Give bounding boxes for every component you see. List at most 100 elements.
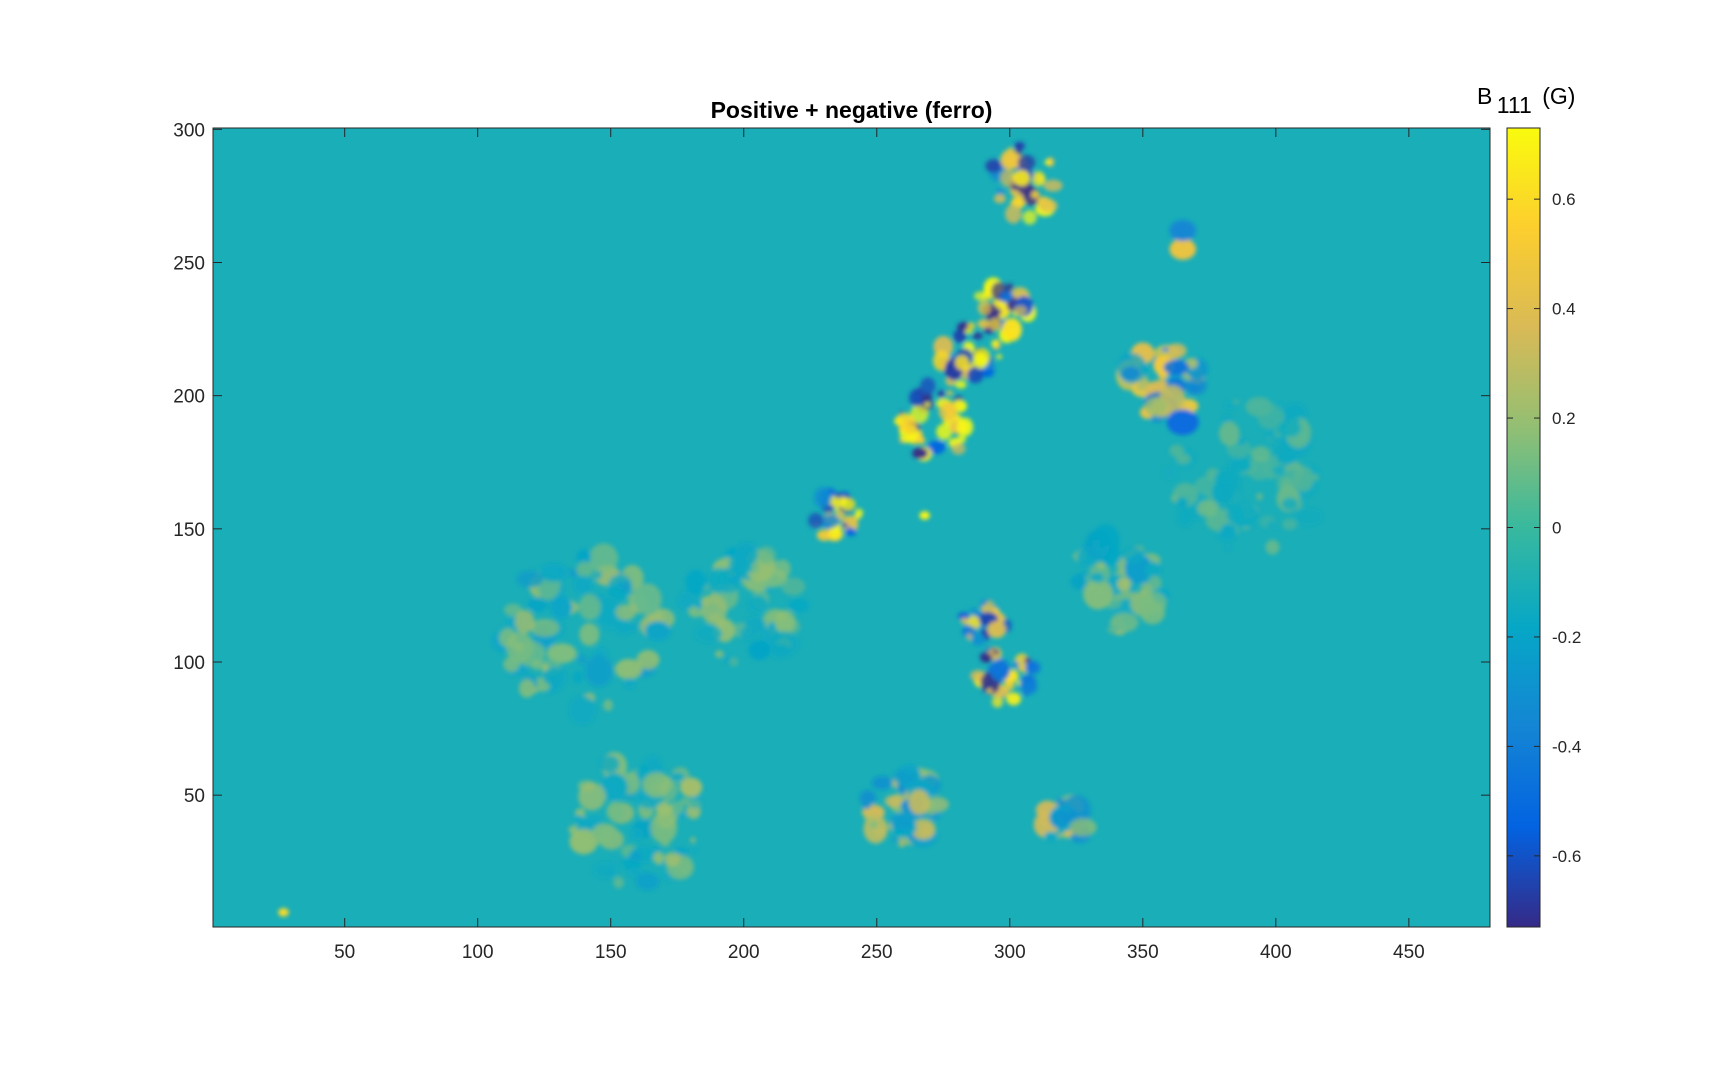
heatmap-blob [663,852,681,867]
heatmap-blob [1166,343,1187,359]
heatmap-blob [589,543,619,574]
heatmap-blob [1255,492,1264,501]
heatmap-blob [898,841,905,848]
heatmap-blob [701,594,728,625]
heatmap-blob [1025,660,1041,675]
heatmap-blob [901,417,917,435]
heatmap-blob [623,677,637,689]
heatmap-blob [986,688,993,694]
heatmap-blob [884,795,903,808]
x-tick-label: 350 [1127,942,1159,963]
heatmap-blob [936,443,944,452]
heatmap-blob [499,628,517,648]
heatmap-blob [1219,523,1237,542]
heatmap-blob [748,640,771,661]
heatmap-blob [569,828,599,855]
heatmap-blob [629,623,638,633]
heatmap-blob [861,802,872,810]
heatmap-blob [871,775,893,790]
heatmap-blob [1137,591,1167,615]
heatmap-blob [768,622,776,629]
heatmap-blob [533,662,541,669]
heatmap-blob [1000,149,1020,170]
x-tick-label: 250 [861,942,893,963]
x-tick-label: 200 [728,942,760,963]
heatmap-blob [597,595,621,623]
heatmap-spot [919,511,930,520]
heatmap-blob [1083,578,1113,610]
heatmap-blob [972,332,983,340]
heatmap-blob [1044,160,1052,165]
heatmap-blob [714,650,724,658]
heatmap-blob [543,667,568,687]
heatmap-blob [569,695,597,725]
heatmap-blob [599,755,620,773]
heatmap-blob [669,772,685,782]
heatmap-blob [1176,497,1189,509]
heatmap-blob [677,591,697,611]
heatmap-blob [967,322,976,330]
heatmap-blob [1005,204,1022,224]
colorbar-title-unit: (G) [1542,83,1575,109]
heatmap-blob [514,609,535,634]
colorbar-title-main: B [1477,83,1492,109]
heatmap-blob [1122,547,1144,565]
heatmap-blob [842,515,859,533]
x-tick-label: 300 [994,942,1026,963]
heatmap-blob [774,559,791,579]
heatmap-blob [1117,577,1131,591]
heatmap-blob [834,492,843,499]
heatmap-blob [689,846,698,854]
heatmap-blob [1091,524,1120,558]
heatmap-blob [1281,497,1299,511]
heatmap-blob [621,580,632,593]
heatmap-blob [1224,543,1232,551]
heatmap-blob [694,624,723,643]
heatmap-blob [603,699,613,712]
heatmap-blob [859,790,877,806]
heatmap-blob [912,447,928,459]
heatmap-blob [1218,421,1240,446]
heatmap-blob [984,599,995,612]
x-tick-label: 400 [1260,942,1292,963]
heatmap-blob [840,497,856,511]
heatmap-blob [845,528,857,537]
heatmap-blob [1245,397,1273,417]
heatmap-blob [956,417,974,437]
heatmap-blob [1189,381,1196,387]
heatmap-blob [981,368,994,378]
heatmap-blob [954,355,969,371]
heatmap-blob [613,876,624,889]
heatmap-blob [729,657,739,667]
heatmap-blob [1097,562,1106,569]
heatmap-blob [1003,679,1015,691]
heatmap-blob [1211,480,1235,504]
heatmap-blob [909,388,925,407]
colorbar-tick-label: 0.6 [1552,190,1576,209]
heatmap-blob [747,595,768,614]
heatmap-blob [1023,680,1038,694]
heatmap-blob [946,390,954,396]
heatmap-spot [1169,238,1197,260]
heatmap-blob [788,598,810,613]
heatmap-blob [999,291,1013,303]
heatmap-blob [816,529,833,541]
heatmap-blob [1013,169,1030,187]
heatmap-blob [969,607,979,616]
heatmap-blob [910,403,929,424]
heatmap-blob [1049,809,1070,828]
heatmap-blob [990,658,1010,682]
heatmap-blob [890,812,915,830]
heatmap-blob [980,654,993,663]
colorbar-tick-label: 0 [1552,519,1561,538]
heatmap-blob [1169,444,1184,457]
heatmap-blob [576,561,594,578]
colorbar-tick-label: 0.4 [1552,300,1576,319]
heatmap-blob [550,596,573,619]
heatmap-blob [911,818,936,840]
heatmap-blob [1148,576,1162,590]
heatmap-blob [1006,669,1019,683]
heatmap-blob [615,604,637,621]
heatmap-blob [1000,169,1017,188]
heatmap-blob [1013,305,1027,316]
